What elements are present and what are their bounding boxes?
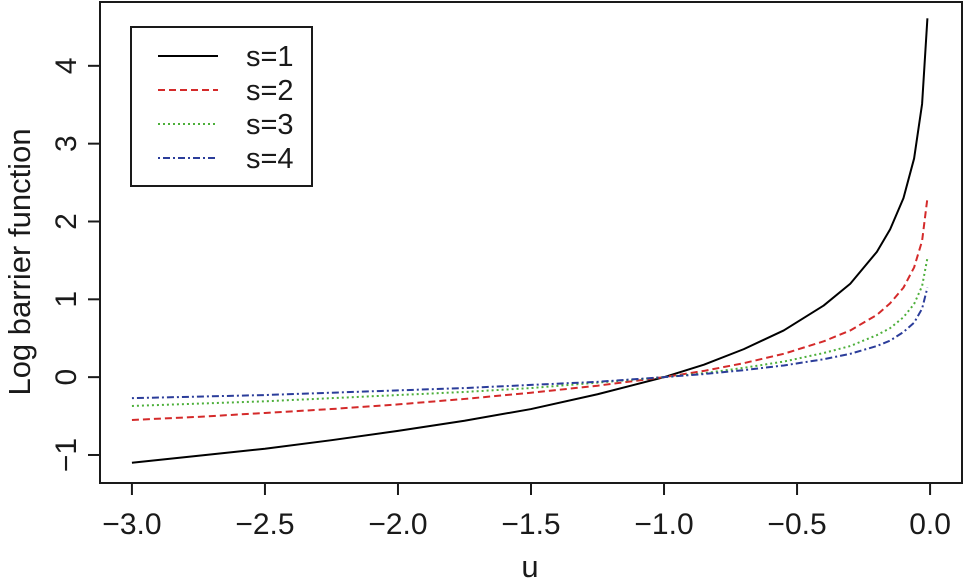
y-tick-label: 2: [50, 213, 83, 230]
x-axis: −3.0 −2.5 −2.0 −1.5 −1.0 −0.5 0.0: [102, 483, 951, 541]
legend-box: [130, 26, 313, 187]
series-line-3: [131, 257, 929, 407]
y-tick-label: 1: [50, 291, 83, 308]
x-tick-label: −2.0: [368, 508, 427, 541]
y-tick-label: 0: [50, 369, 83, 386]
x-axis-title: u: [521, 549, 538, 583]
x-tick-label: −1.0: [634, 508, 693, 541]
legend-label-3: s=3: [246, 109, 294, 141]
y-tick-label: 4: [50, 57, 83, 74]
series-line-1: [131, 18, 929, 464]
series-line-2: [131, 198, 929, 421]
legend-label-2: s=2: [246, 75, 294, 107]
series-line-4: [131, 287, 929, 400]
legend-label-4: s=4: [246, 143, 294, 175]
x-tick-label: −2.5: [235, 508, 294, 541]
legend: s=1s=2s=3s=4: [130, 26, 313, 187]
x-tick-label: −1.5: [501, 508, 560, 541]
x-tick-label: 0.0: [909, 508, 951, 541]
x-tick-label: −3.0: [102, 508, 161, 541]
y-axis-title: Log barrier function: [2, 128, 37, 395]
x-tick-label: −0.5: [767, 508, 826, 541]
y-axis: −1 0 1 2 3 4: [50, 57, 100, 472]
y-tick-label: −1: [50, 438, 83, 472]
y-tick-label: 3: [50, 135, 83, 152]
series-layer: [131, 18, 929, 464]
legend-label-1: s=1: [246, 41, 294, 73]
